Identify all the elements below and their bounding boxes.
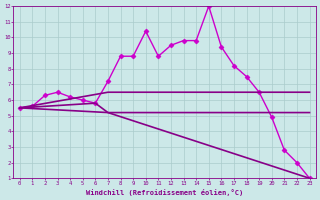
X-axis label: Windchill (Refroidissement éolien,°C): Windchill (Refroidissement éolien,°C)	[86, 189, 243, 196]
